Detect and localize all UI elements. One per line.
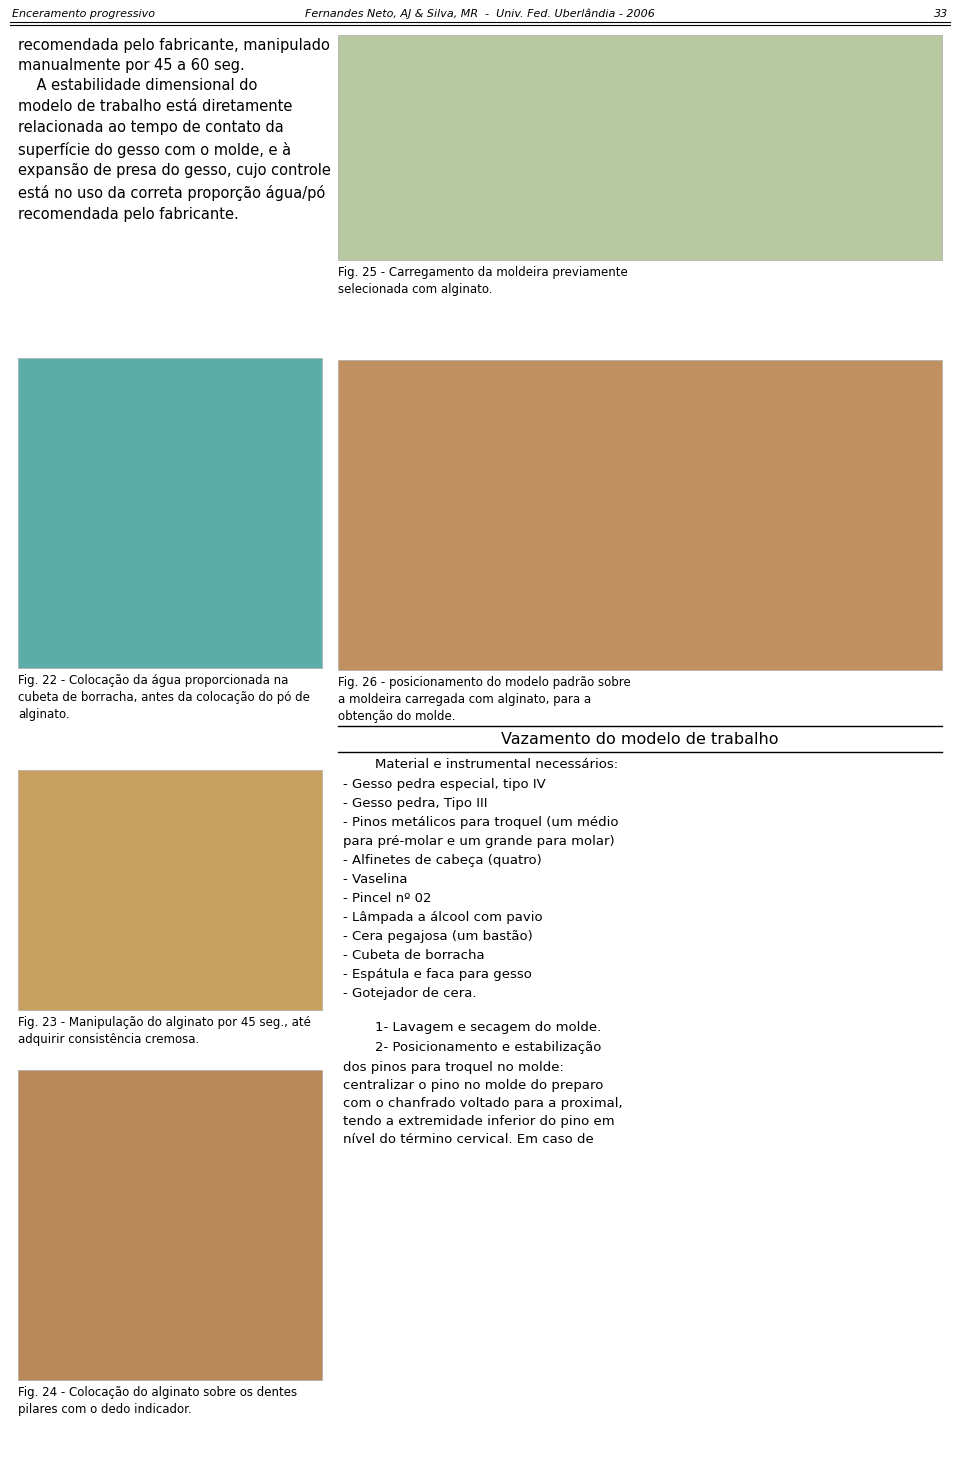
Text: 33: 33: [934, 9, 948, 19]
Text: - Pincel nº 02: - Pincel nº 02: [343, 892, 431, 906]
Text: - Pinos metálicos para troquel (um médio: - Pinos metálicos para troquel (um médio: [343, 817, 618, 828]
Text: Fig. 24 - Colocação do alginato sobre os dentes
pilares com o dedo indicador.: Fig. 24 - Colocação do alginato sobre os…: [18, 1386, 298, 1415]
Text: - Gesso pedra especial, tipo IV: - Gesso pedra especial, tipo IV: [343, 778, 545, 791]
Bar: [18, 359, 322, 668]
Text: - Cubeta de borracha: - Cubeta de borracha: [343, 948, 485, 962]
Text: recomendada pelo fabricante, manipulado: recomendada pelo fabricante, manipulado: [18, 39, 330, 53]
Text: - Lâmpada a álcool com pavio: - Lâmpada a álcool com pavio: [343, 911, 542, 923]
Text: Fig. 26 - posicionamento do modelo padrão sobre
a moldeira carregada com alginat: Fig. 26 - posicionamento do modelo padrã…: [338, 676, 631, 723]
Text: Fig. 23 - Manipulação do alginato por 45 seg., até
adquirir consistência cremosa: Fig. 23 - Manipulação do alginato por 45…: [18, 1017, 311, 1046]
Bar: [18, 771, 322, 1011]
Text: - Gotejador de cera.: - Gotejador de cera.: [343, 987, 476, 1000]
Text: Fernandes Neto, AJ & Silva, MR  -  Univ. Fed. Uberlândia - 2006: Fernandes Neto, AJ & Silva, MR - Univ. F…: [305, 9, 655, 19]
Text: - Gesso pedra, Tipo III: - Gesso pedra, Tipo III: [343, 797, 488, 811]
Text: 1- Lavagem e secagem do molde.: 1- Lavagem e secagem do molde.: [358, 1021, 601, 1034]
Bar: [18, 1070, 322, 1380]
Bar: [338, 360, 942, 670]
Text: dos pinos para troquel no molde:
centralizar o pino no molde do preparo
com o ch: dos pinos para troquel no molde: central…: [343, 1061, 623, 1146]
Bar: [338, 36, 942, 259]
Text: - Vaselina: - Vaselina: [343, 873, 407, 886]
Text: 2- Posicionamento e estabilização: 2- Posicionamento e estabilização: [358, 1040, 601, 1054]
Text: - Cera pegajosa (um bastão): - Cera pegajosa (um bastão): [343, 931, 533, 943]
Text: Material e instrumental necessários:: Material e instrumental necessários:: [358, 757, 618, 771]
Text: - Alfinetes de cabeça (quatro): - Alfinetes de cabeça (quatro): [343, 854, 541, 867]
Text: manualmente por 45 a 60 seg.: manualmente por 45 a 60 seg.: [18, 58, 245, 73]
Text: Enceramento progressivo: Enceramento progressivo: [12, 9, 155, 19]
Text: para pré-molar e um grande para molar): para pré-molar e um grande para molar): [343, 834, 614, 848]
Text: A estabilidade dimensional do
modelo de trabalho está diretamente
relacionada ao: A estabilidade dimensional do modelo de …: [18, 79, 331, 222]
Text: Fig. 25 - Carregamento da moldeira previamente
selecionada com alginato.: Fig. 25 - Carregamento da moldeira previ…: [338, 265, 628, 296]
Text: Vazamento do modelo de trabalho: Vazamento do modelo de trabalho: [501, 732, 779, 747]
Text: - Espátula e faca para gesso: - Espátula e faca para gesso: [343, 968, 532, 981]
Text: Fig. 22 - Colocação da água proporcionada na
cubeta de borracha, antes da coloca: Fig. 22 - Colocação da água proporcionad…: [18, 674, 310, 722]
